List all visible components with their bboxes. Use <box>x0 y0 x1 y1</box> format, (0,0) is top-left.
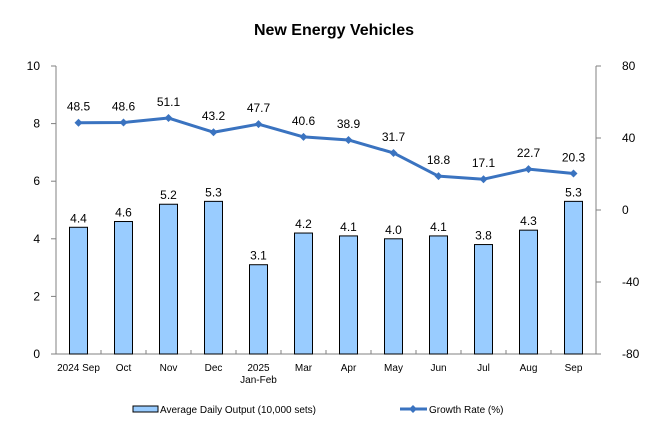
bar <box>474 244 493 355</box>
x-tick-label: Mar <box>295 363 313 374</box>
line-series <box>74 114 578 184</box>
bar <box>204 200 223 355</box>
bar <box>519 229 538 355</box>
y-left-tick-label: 0 <box>33 347 40 361</box>
y-right-tick-label: -80 <box>622 347 640 361</box>
line-point-marker <box>254 120 263 129</box>
legend-line-label: Growth Rate (%) <box>429 405 503 416</box>
x-tick-label: Oct <box>116 363 132 374</box>
bar <box>294 232 313 355</box>
line-value-label: 47.7 <box>247 101 271 115</box>
line-value-label: 22.7 <box>517 146 541 160</box>
bar <box>114 221 133 355</box>
bar-value-label: 3.8 <box>475 229 492 243</box>
x-tick-label: Nov <box>160 363 178 374</box>
bar-value-label: 4.1 <box>340 220 357 234</box>
line-value-label: 51.1 <box>157 95 181 109</box>
line-value-label: 31.7 <box>382 130 406 144</box>
bar <box>384 238 403 355</box>
y-left-tick-label: 2 <box>33 289 40 303</box>
y-left-tick-label: 6 <box>33 174 40 188</box>
x-tick-label: Sep <box>565 363 583 374</box>
line-point-marker <box>389 148 398 157</box>
y-left-tick-label: 8 <box>33 117 40 131</box>
y-right-tick-label: 40 <box>622 131 636 145</box>
y-right-tick-label: 80 <box>622 59 636 73</box>
bar <box>69 226 88 355</box>
legend: Average Daily Output (10,000 sets) Growt… <box>132 405 503 416</box>
line-point-marker <box>479 175 488 184</box>
bar-value-label: 4.3 <box>520 214 537 228</box>
x-tick-label: Jul <box>477 363 490 374</box>
growth-rate-line <box>78 116 574 181</box>
line-point-marker <box>434 172 443 181</box>
line-value-label: 17.1 <box>472 156 496 170</box>
bar <box>159 203 178 355</box>
x-tick-label: 2025 <box>247 363 270 374</box>
x-tick-label: 2024 Sep <box>57 363 100 374</box>
x-tick-label: Aug <box>520 363 538 374</box>
line-point-marker <box>74 118 83 127</box>
legend-bar-label: Average Daily Output (10,000 sets) <box>160 405 316 416</box>
x-tick-label: Dec <box>205 363 223 374</box>
bar-value-label: 3.1 <box>250 249 267 263</box>
line-value-label: 48.6 <box>112 100 136 114</box>
bar-value-label: 4.6 <box>115 206 132 220</box>
legend-bar-swatch <box>132 405 159 413</box>
line-point-marker <box>209 128 218 137</box>
bar-value-label: 5.3 <box>205 185 222 199</box>
y-right-tick-label: 0 <box>622 203 629 217</box>
bar <box>249 264 268 355</box>
line-point-marker <box>164 114 173 123</box>
x-tick-label: Jun <box>430 363 446 374</box>
line-value-label: 20.3 <box>562 150 586 164</box>
x-tick-label: Apr <box>341 363 357 374</box>
bar-value-label: 5.3 <box>565 185 582 199</box>
line-point-marker <box>344 135 353 144</box>
line-value-label: 38.9 <box>337 117 361 131</box>
bar-value-label: 4.1 <box>430 220 447 234</box>
y-left-tick-label: 10 <box>27 59 41 73</box>
x-tick-label-line2: Jan-Feb <box>240 375 277 386</box>
y-left-tick-label: 4 <box>33 232 40 246</box>
bar <box>429 235 448 355</box>
bar-value-label: 4.0 <box>385 223 402 237</box>
line-point-marker <box>569 169 578 178</box>
line-value-label: 43.2 <box>202 109 226 123</box>
bar-value-label: 4.2 <box>295 217 312 231</box>
data-labels: 4.4 4.6 5.2 5.3 3.1 4.2 4.1 4.0 4.1 3.8 4.3 5.3 48.5… <box>67 95 586 263</box>
bar-value-label: 4.4 <box>70 211 87 225</box>
line-value-label: 40.6 <box>292 114 316 128</box>
line-point-marker <box>119 118 128 127</box>
line-value-label: 18.8 <box>427 153 451 167</box>
line-value-label: 48.5 <box>67 100 91 114</box>
chart-title: New Energy Vehicles <box>254 22 414 39</box>
bar-value-label: 5.2 <box>160 188 177 202</box>
line-point-marker <box>524 165 533 174</box>
bar <box>564 200 583 355</box>
line-point-marker <box>299 132 308 141</box>
x-tick-label: May <box>384 363 403 374</box>
bar <box>339 235 358 355</box>
legend-line-marker <box>409 405 417 413</box>
bar-series <box>69 200 583 355</box>
y-right-tick-label: -40 <box>622 275 640 289</box>
